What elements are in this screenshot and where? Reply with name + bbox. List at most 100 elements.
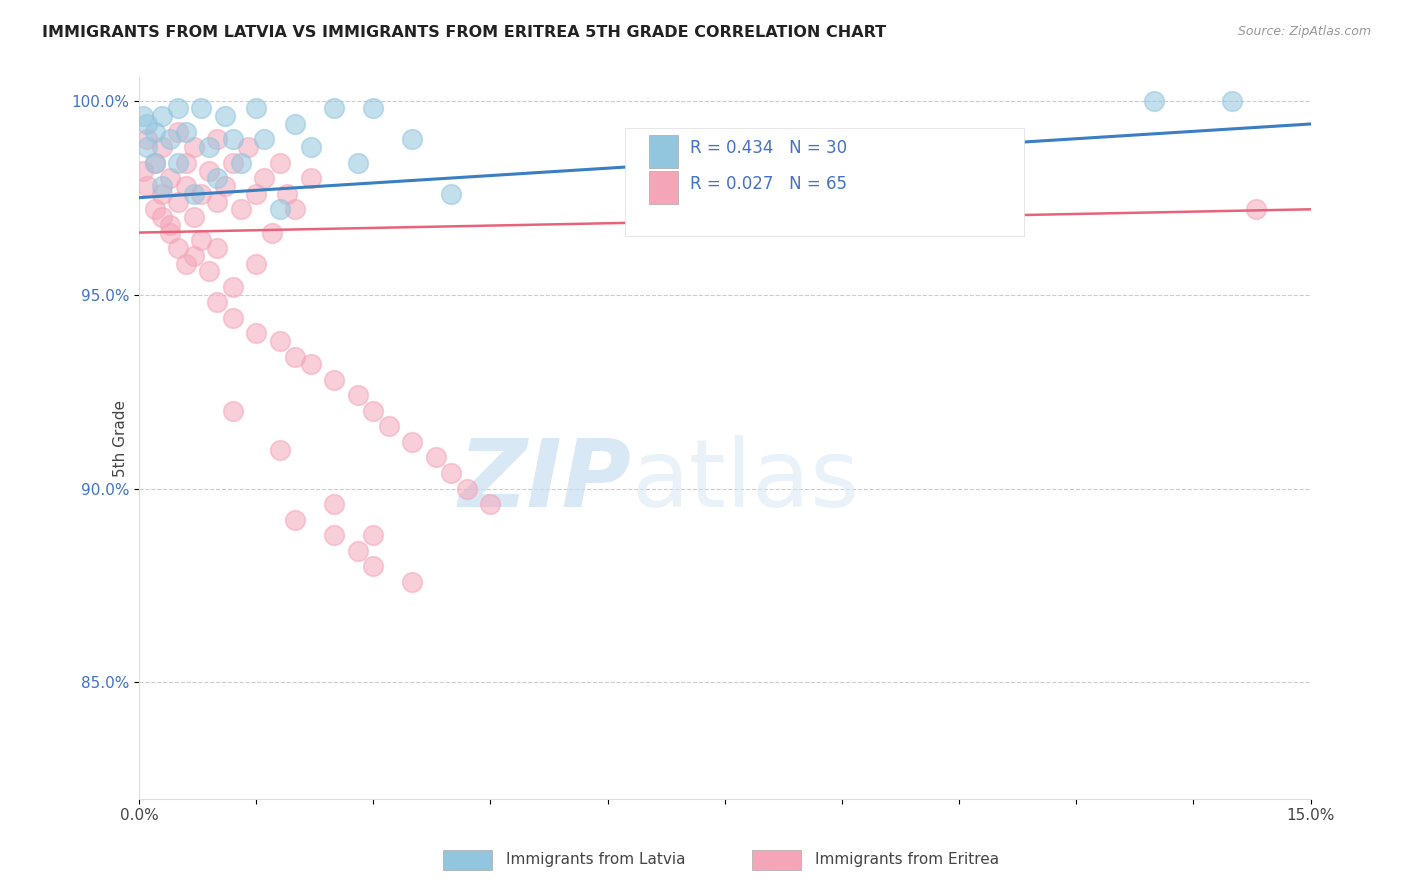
Point <box>174 125 197 139</box>
Point <box>143 202 166 217</box>
Point <box>253 132 276 146</box>
Point <box>205 194 228 209</box>
Point <box>143 125 166 139</box>
Point <box>269 155 291 169</box>
Point <box>260 226 283 240</box>
Point <box>205 171 228 186</box>
Point <box>284 512 307 526</box>
Point <box>221 404 243 418</box>
Point <box>190 102 212 116</box>
Point <box>159 171 181 186</box>
Point <box>152 210 174 224</box>
Point <box>346 543 368 558</box>
Point <box>143 155 166 169</box>
Point <box>269 202 291 217</box>
Point <box>440 466 463 480</box>
Point <box>183 186 205 201</box>
Point <box>425 450 447 465</box>
Point <box>229 155 252 169</box>
Point <box>238 140 260 154</box>
Text: R = 0.027   N = 65: R = 0.027 N = 65 <box>689 175 846 194</box>
Point <box>152 140 174 154</box>
Point <box>1244 202 1267 217</box>
Point <box>167 125 190 139</box>
Point <box>269 442 291 457</box>
Text: ZIP: ZIP <box>458 435 631 527</box>
Point <box>214 109 236 123</box>
Point <box>190 233 212 247</box>
Point <box>143 155 166 169</box>
Point <box>183 140 205 154</box>
Point <box>440 186 463 201</box>
Point <box>167 194 190 209</box>
Point <box>245 326 267 341</box>
Point <box>456 482 478 496</box>
Point <box>159 218 181 232</box>
Point <box>159 226 181 240</box>
Y-axis label: 5th Grade: 5th Grade <box>112 400 128 476</box>
Point <box>1143 94 1166 108</box>
Point <box>174 179 197 194</box>
Point <box>284 117 307 131</box>
Point <box>152 109 174 123</box>
Point <box>205 241 228 255</box>
Point <box>229 202 252 217</box>
Point <box>361 528 384 542</box>
Text: IMMIGRANTS FROM LATVIA VS IMMIGRANTS FROM ERITREA 5TH GRADE CORRELATION CHART: IMMIGRANTS FROM LATVIA VS IMMIGRANTS FRO… <box>42 25 886 40</box>
Point <box>245 257 267 271</box>
Point <box>401 132 423 146</box>
Point <box>323 373 346 387</box>
Point <box>135 140 157 154</box>
Point <box>346 155 368 169</box>
Point <box>299 171 322 186</box>
FancyBboxPatch shape <box>648 171 678 203</box>
Point <box>221 155 243 169</box>
Point <box>323 497 346 511</box>
Point <box>135 179 157 194</box>
Point <box>221 280 243 294</box>
Point <box>1222 94 1244 108</box>
Point <box>167 102 190 116</box>
Point <box>284 350 307 364</box>
Point <box>183 249 205 263</box>
Point <box>159 132 181 146</box>
Point <box>183 210 205 224</box>
Point <box>323 102 346 116</box>
Point <box>214 179 236 194</box>
FancyBboxPatch shape <box>648 136 678 168</box>
Point <box>378 419 401 434</box>
Point <box>152 179 174 194</box>
Point <box>132 109 155 123</box>
Point <box>361 404 384 418</box>
Point <box>198 163 221 178</box>
Point <box>205 295 228 310</box>
Point <box>221 132 243 146</box>
Point <box>190 186 212 201</box>
Point <box>135 117 157 131</box>
Point <box>401 574 423 589</box>
Text: Source: ZipAtlas.com: Source: ZipAtlas.com <box>1237 25 1371 38</box>
Point <box>132 163 155 178</box>
Point <box>245 102 267 116</box>
Point <box>245 186 267 201</box>
Point <box>135 132 157 146</box>
Point <box>205 132 228 146</box>
Text: Immigrants from Latvia: Immigrants from Latvia <box>506 853 686 867</box>
Point <box>198 264 221 278</box>
Point <box>167 241 190 255</box>
Point <box>269 334 291 348</box>
Point <box>479 497 502 511</box>
Point <box>361 102 384 116</box>
Text: Immigrants from Eritrea: Immigrants from Eritrea <box>815 853 1000 867</box>
Point <box>276 186 298 201</box>
Point <box>174 155 197 169</box>
Point <box>323 528 346 542</box>
Text: R = 0.434   N = 30: R = 0.434 N = 30 <box>689 139 846 157</box>
Point <box>284 202 307 217</box>
Point <box>167 155 190 169</box>
Point <box>346 388 368 402</box>
Point <box>198 140 221 154</box>
Point <box>361 559 384 574</box>
Point <box>299 358 322 372</box>
Point <box>299 140 322 154</box>
